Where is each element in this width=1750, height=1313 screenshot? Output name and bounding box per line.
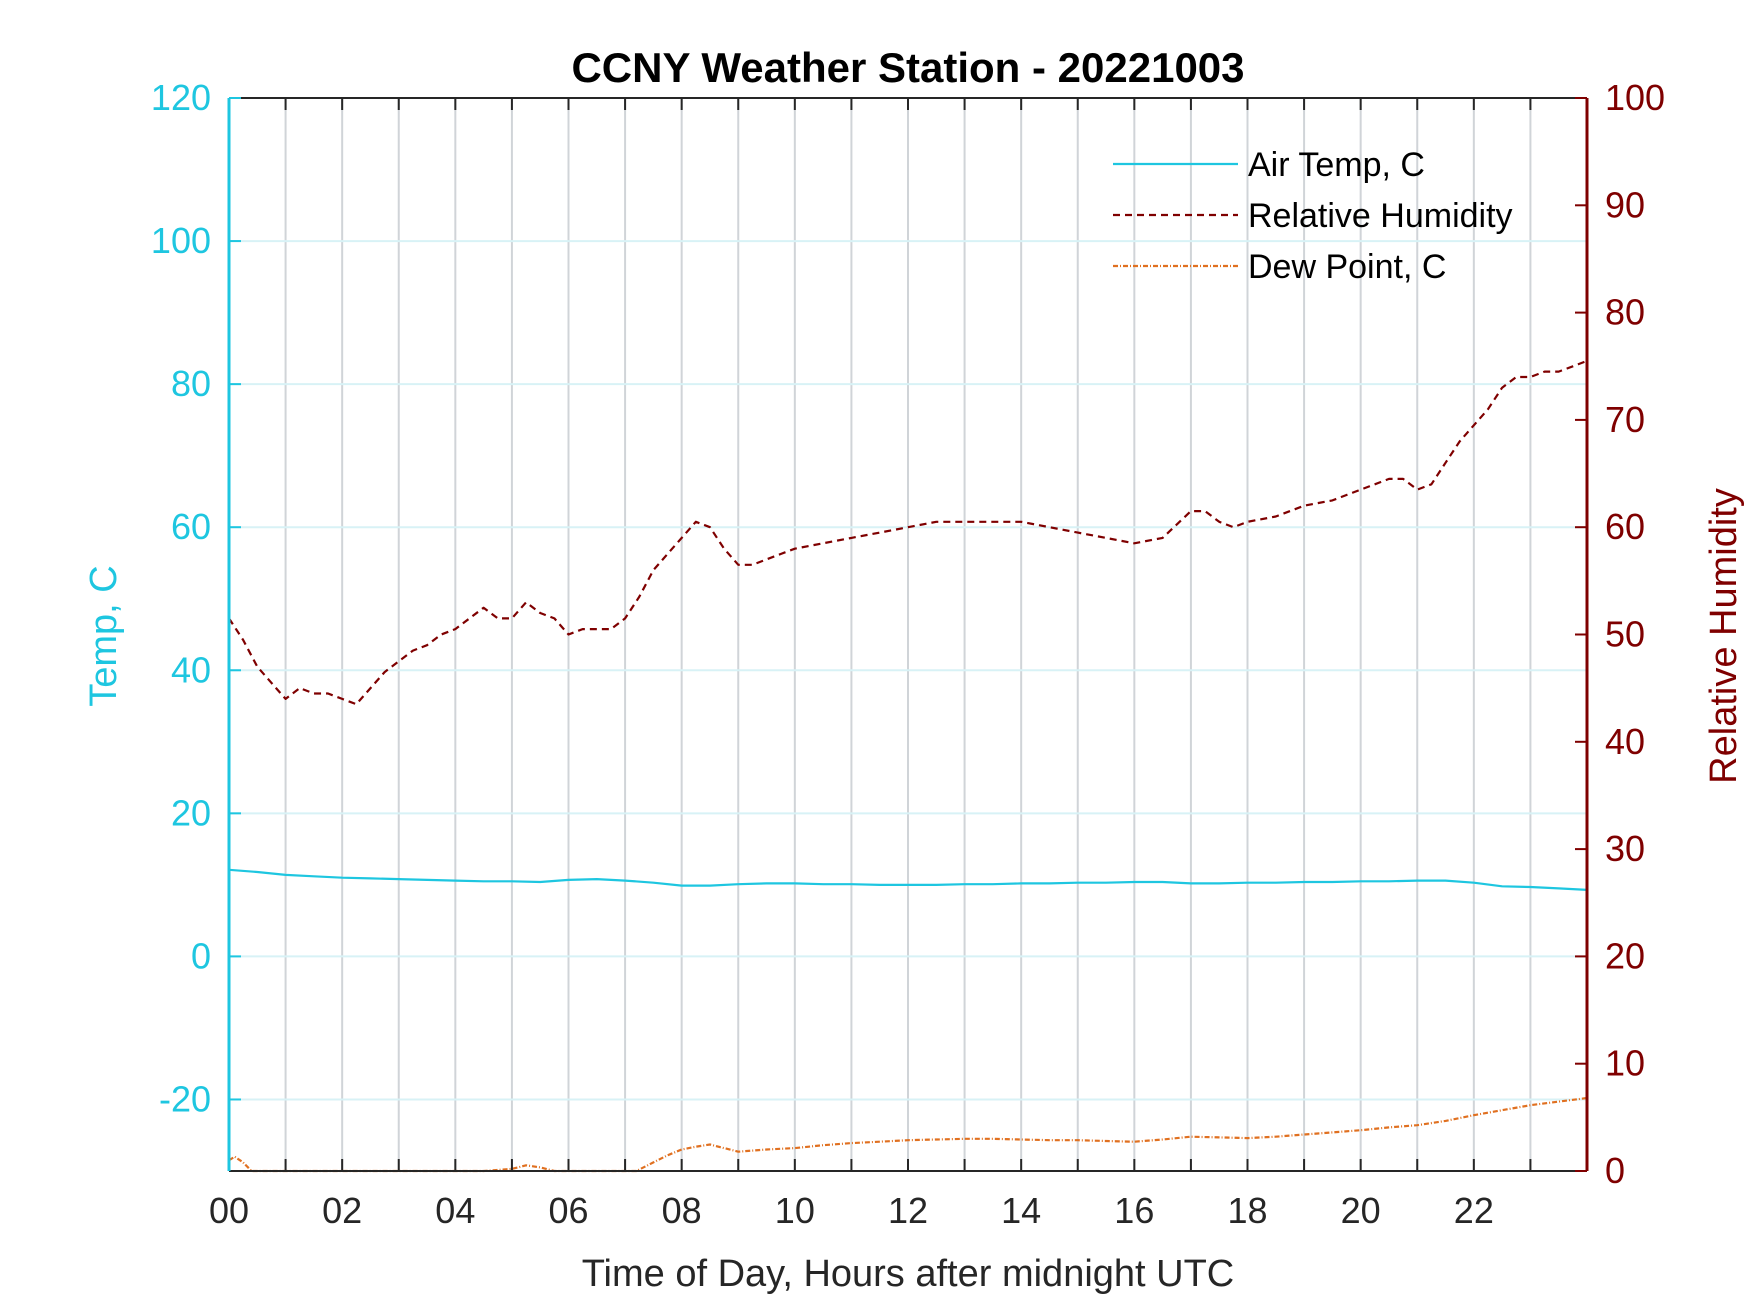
series-lines [228, 359, 1588, 1173]
y-axis-left-label: Temp, C [83, 565, 125, 706]
y-left-tick-label: -20 [159, 1078, 211, 1119]
x-tick-label: 14 [1001, 1190, 1041, 1231]
axes [227, 97, 1589, 1172]
y-left-tick-label: 0 [191, 935, 211, 976]
x-tick-label: 22 [1454, 1190, 1494, 1231]
y-left-tick-label: 20 [171, 792, 211, 833]
series-line-relative-humidity [228, 359, 1588, 706]
legend-label: Relative Humidity [1248, 197, 1513, 235]
tick-labels: 00 02 04 06 08 10 12 14 16 18 20 22-200204060801001… [151, 77, 1665, 1231]
y-left-tick-label: 100 [151, 220, 211, 261]
x-tick-label: 16 [1114, 1190, 1154, 1231]
x-tick-label: 20 [1341, 1190, 1381, 1231]
y-right-tick-label: 20 [1605, 935, 1645, 976]
y-right-tick-label: 0 [1605, 1150, 1625, 1191]
y-left-tick-label: 120 [151, 77, 211, 118]
x-tick-label: 10 [775, 1190, 815, 1231]
y-left-tick-label: 60 [171, 506, 211, 547]
x-tick-label: 04 [435, 1190, 475, 1231]
y-right-tick-label: 80 [1605, 292, 1645, 333]
y-right-tick-label: 30 [1605, 828, 1645, 869]
y-left-tick-label: 80 [171, 363, 211, 404]
series-line-dew-point-c [228, 1096, 1588, 1173]
y-right-tick-label: 40 [1605, 721, 1645, 762]
legend: Air Temp, C Relative Humidity Dew Point, C [1113, 146, 1513, 286]
y-left-tick-label: 40 [171, 649, 211, 690]
y-right-tick-label: 100 [1605, 77, 1665, 118]
x-tick-label: 12 [888, 1190, 928, 1231]
y-right-tick-label: 60 [1605, 506, 1645, 547]
series-line-air-temp-c [228, 868, 1588, 891]
y-right-tick-label: 70 [1605, 399, 1645, 440]
y-right-tick-label: 90 [1605, 184, 1645, 225]
x-tick-label: 18 [1227, 1190, 1267, 1231]
x-tick-label: 08 [662, 1190, 702, 1231]
y-right-tick-label: 10 [1605, 1043, 1645, 1084]
chart-title: CCNY Weather Station - 20221003 [571, 44, 1244, 91]
legend-label: Air Temp, C [1248, 146, 1425, 184]
x-tick-label: 02 [322, 1190, 362, 1231]
x-tick-label: 00 [209, 1190, 249, 1231]
y-axis-right-label: Relative Humidity [1703, 488, 1745, 784]
x-axis-label: Time of Day, Hours after midnight UTC [582, 1253, 1235, 1295]
x-tick-label: 06 [548, 1190, 588, 1231]
legend-label: Dew Point, C [1248, 248, 1446, 286]
grid-lines [229, 97, 1587, 1171]
y-right-tick-label: 50 [1605, 614, 1645, 655]
